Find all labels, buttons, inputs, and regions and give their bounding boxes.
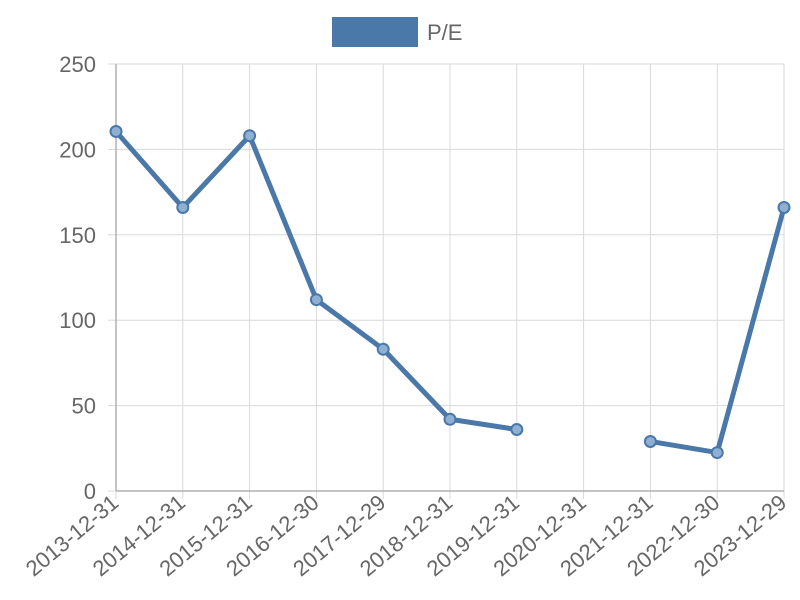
data-point (376, 342, 390, 356)
data-point (777, 200, 791, 214)
data-point (109, 124, 123, 138)
y-tick-label: 50 (72, 394, 96, 419)
y-tick-label: 200 (59, 137, 96, 162)
x-axis-tick-labels: 2013-12-312014-12-312015-12-312016-12-30… (21, 490, 791, 581)
data-point (243, 129, 257, 143)
data-point (510, 423, 524, 437)
y-tick-label: 150 (59, 223, 96, 248)
y-tick-label: 0 (84, 479, 96, 504)
y-axis-tick-labels: 0 50 100 150 200 250 (59, 52, 96, 504)
y-tick-label: 250 (59, 52, 96, 77)
y-tick-label: 100 (59, 308, 96, 333)
data-point (176, 200, 190, 214)
data-point (443, 412, 457, 426)
data-point (710, 446, 724, 460)
legend-label: P/E (427, 20, 462, 45)
legend-swatch (332, 17, 418, 47)
data-point (309, 293, 323, 307)
legend[interactable]: P/E (332, 17, 462, 47)
data-point (643, 434, 657, 448)
grid (108, 63, 785, 499)
series-layer (109, 124, 791, 460)
